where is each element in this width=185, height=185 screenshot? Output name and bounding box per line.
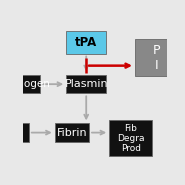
Text: tPA: tPA [75, 36, 97, 49]
Text: n: n [12, 128, 20, 138]
Text: Fib
Degra
Prod: Fib Degra Prod [117, 124, 144, 153]
FancyBboxPatch shape [66, 31, 106, 53]
Text: P
I: P I [153, 44, 160, 72]
FancyBboxPatch shape [0, 75, 40, 93]
Text: Fibrin: Fibrin [57, 128, 87, 138]
FancyBboxPatch shape [3, 123, 29, 142]
Text: Plasmin: Plasmin [64, 79, 108, 89]
FancyBboxPatch shape [135, 39, 178, 76]
Text: Plasminogen: Plasminogen [0, 79, 49, 89]
FancyBboxPatch shape [109, 120, 152, 156]
FancyBboxPatch shape [55, 123, 89, 142]
FancyBboxPatch shape [66, 75, 106, 93]
